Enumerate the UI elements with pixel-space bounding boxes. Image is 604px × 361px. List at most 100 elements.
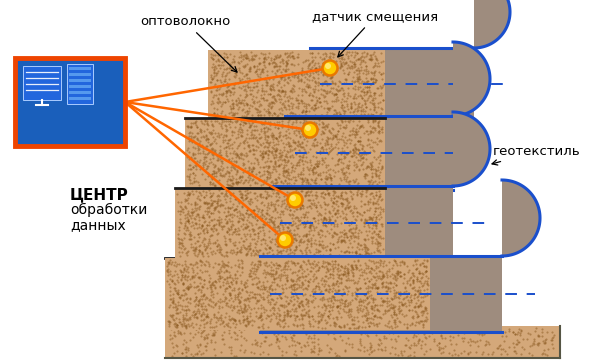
Point [365, 106, 375, 112]
Point [269, 301, 279, 306]
Point [202, 284, 212, 290]
Point [416, 278, 425, 284]
Point [337, 168, 347, 173]
Point [201, 308, 211, 313]
Point [358, 269, 367, 275]
Point [359, 344, 368, 350]
Point [310, 177, 320, 183]
Point [188, 262, 198, 268]
Point [246, 49, 256, 55]
Point [376, 197, 386, 203]
Point [359, 112, 369, 117]
Point [245, 175, 255, 180]
Point [378, 126, 387, 132]
Point [202, 244, 212, 250]
Point [378, 58, 388, 64]
Point [246, 208, 256, 213]
Point [204, 200, 213, 205]
Polygon shape [175, 188, 385, 258]
Point [270, 286, 280, 292]
Point [293, 268, 303, 274]
Point [262, 210, 271, 216]
Point [353, 104, 363, 109]
Point [230, 124, 240, 130]
Point [353, 286, 363, 292]
Point [211, 70, 220, 75]
Point [235, 69, 245, 75]
Point [279, 82, 289, 87]
Point [221, 321, 231, 326]
Point [345, 140, 355, 146]
Point [185, 137, 195, 143]
Point [216, 147, 225, 153]
Point [272, 249, 282, 255]
Point [230, 165, 239, 170]
Point [204, 239, 214, 244]
Point [314, 287, 324, 292]
Point [302, 266, 312, 272]
Point [236, 280, 246, 286]
Point [245, 84, 254, 90]
Point [309, 339, 318, 345]
Point [269, 93, 279, 99]
Point [185, 191, 194, 196]
Point [370, 139, 379, 145]
Point [315, 170, 325, 176]
Point [289, 180, 299, 186]
Point [261, 82, 271, 88]
Point [411, 319, 421, 325]
Point [288, 139, 298, 144]
Point [201, 269, 210, 274]
Point [268, 182, 278, 188]
Point [311, 128, 321, 134]
Point [349, 322, 359, 327]
Point [547, 335, 557, 341]
Point [327, 62, 336, 68]
Point [226, 316, 236, 322]
Point [339, 124, 349, 130]
Point [368, 112, 378, 118]
Point [257, 305, 266, 310]
Point [328, 200, 338, 205]
Point [295, 204, 304, 210]
Point [314, 284, 324, 290]
Point [209, 148, 219, 154]
Point [310, 218, 320, 224]
Point [172, 322, 182, 328]
Point [304, 247, 314, 253]
Point [370, 127, 380, 132]
Point [306, 50, 315, 56]
Point [362, 143, 371, 148]
Point [327, 203, 336, 209]
Point [195, 258, 205, 264]
Point [396, 348, 406, 354]
Point [233, 257, 243, 263]
Point [239, 239, 248, 244]
Point [384, 259, 394, 265]
Point [274, 202, 283, 208]
Point [328, 112, 338, 118]
Point [373, 122, 383, 128]
Point [291, 72, 300, 78]
Point [303, 132, 313, 138]
Point [401, 342, 411, 348]
Point [274, 81, 284, 86]
Point [240, 304, 250, 310]
Point [214, 121, 223, 126]
Point [213, 202, 222, 208]
Point [405, 275, 415, 281]
Point [472, 338, 482, 344]
Point [262, 97, 271, 103]
Point [278, 180, 288, 186]
Point [214, 214, 223, 220]
Point [303, 238, 313, 244]
Point [375, 204, 385, 210]
Point [289, 284, 299, 290]
Point [318, 146, 328, 152]
Point [370, 63, 379, 69]
Point [242, 280, 251, 286]
Point [301, 83, 311, 89]
Point [222, 89, 232, 95]
Point [323, 313, 332, 319]
Point [267, 94, 277, 100]
